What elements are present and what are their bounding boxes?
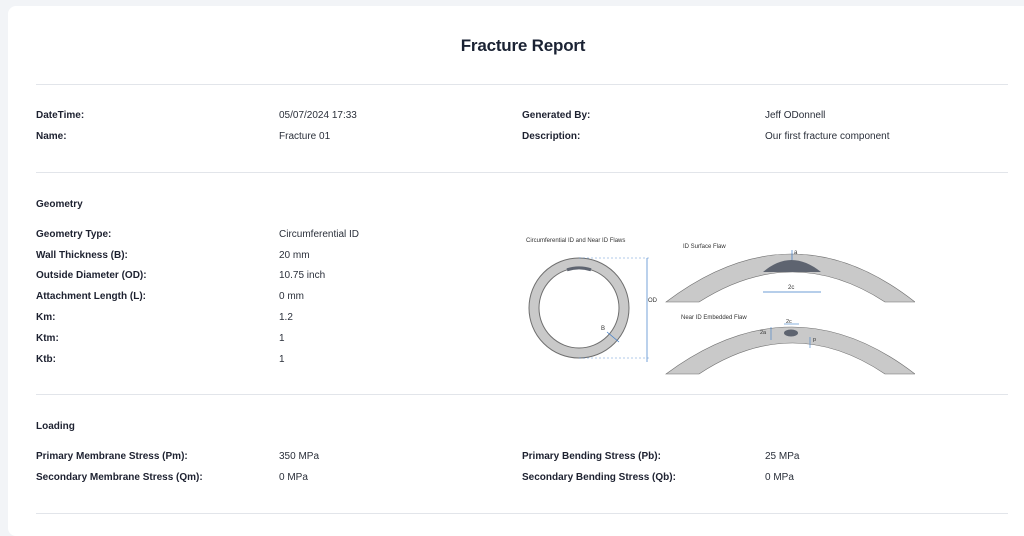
pm-label: Primary Membrane Stress (Pm): bbox=[36, 451, 188, 462]
qm-label: Secondary Membrane Stress (Qm): bbox=[36, 472, 203, 483]
pb-value: 25 MPa bbox=[765, 451, 800, 462]
pipe-ring-inner bbox=[538, 267, 620, 349]
id-flaw-mark bbox=[566, 266, 592, 272]
2a-label: 2a bbox=[760, 330, 767, 336]
wall-thickness-label: Wall Thickness (B): bbox=[36, 250, 128, 261]
wall-thickness-value: 20 mm bbox=[279, 250, 310, 261]
attachment-length-value: 0 mm bbox=[279, 291, 304, 302]
ktb-value: 1 bbox=[279, 354, 285, 365]
km-value: 1.2 bbox=[279, 312, 293, 323]
qm-value: 0 MPa bbox=[279, 472, 308, 483]
embedded-flaw-title: Near ID Embedded Flaw bbox=[681, 315, 747, 321]
pb-label: Primary Bending Stress (Pb): bbox=[522, 451, 661, 462]
embedded-flaw-shape bbox=[784, 329, 798, 337]
geometry-type-value: Circumferential ID bbox=[279, 229, 360, 240]
page-title: Fracture Report bbox=[460, 36, 586, 55]
name-value: Fracture 01 bbox=[279, 131, 331, 142]
flaw-geometry-diagram: Circumferential ID and Near ID Flaws OD … bbox=[526, 238, 915, 375]
ktm-value: 1 bbox=[279, 333, 285, 344]
surface-flaw-title: ID Surface Flaw bbox=[683, 244, 726, 250]
b-dimension-arrow bbox=[606, 331, 620, 343]
divider bbox=[36, 513, 1008, 514]
outside-diameter-label: Outside Diameter (OD): bbox=[36, 270, 147, 281]
generated-by-value: Jeff ODonnell bbox=[765, 110, 826, 121]
geometry-section-title: Geometry bbox=[36, 199, 83, 210]
description-label: Description: bbox=[522, 131, 581, 142]
2c-label: 2c bbox=[788, 285, 794, 291]
attachment-length-label: Attachment Length (L): bbox=[36, 291, 146, 302]
geometry-type-label: Geometry Type: bbox=[36, 229, 112, 240]
b-label: B bbox=[601, 326, 605, 332]
description-value: Our first fracture component bbox=[765, 131, 890, 142]
od-label: OD bbox=[648, 298, 658, 304]
ring-diagram-title: Circumferential ID and Near ID Flaws bbox=[526, 238, 625, 244]
pm-value: 350 MPa bbox=[279, 451, 320, 462]
divider bbox=[36, 394, 1008, 395]
outside-diameter-value: 10.75 inch bbox=[279, 270, 326, 281]
a-label: a bbox=[794, 250, 798, 256]
generated-by-label: Generated By: bbox=[522, 110, 591, 121]
divider bbox=[36, 172, 1008, 173]
report-card: Fracture Report DateTime: 05/07/2024 17:… bbox=[8, 6, 1024, 536]
surface-flaw-shape bbox=[763, 260, 821, 272]
surface-flaw-pipe-wall bbox=[665, 253, 915, 303]
embedded-flaw-pipe-wall bbox=[665, 326, 915, 375]
qb-label: Secondary Bending Stress (Qb): bbox=[522, 472, 676, 483]
name-label: Name: bbox=[36, 131, 67, 142]
divider bbox=[36, 84, 1008, 85]
ktm-label: Ktm: bbox=[36, 333, 59, 344]
p-label: p bbox=[813, 337, 816, 343]
datetime-label: DateTime: bbox=[36, 110, 85, 121]
ktb-label: Ktb: bbox=[36, 354, 56, 365]
2c-embedded-label: 2c bbox=[786, 319, 792, 325]
km-label: Km: bbox=[36, 312, 56, 323]
datetime-value: 05/07/2024 17:33 bbox=[279, 110, 357, 121]
qb-value: 0 MPa bbox=[765, 472, 794, 483]
loading-section-title: Loading bbox=[36, 421, 75, 432]
